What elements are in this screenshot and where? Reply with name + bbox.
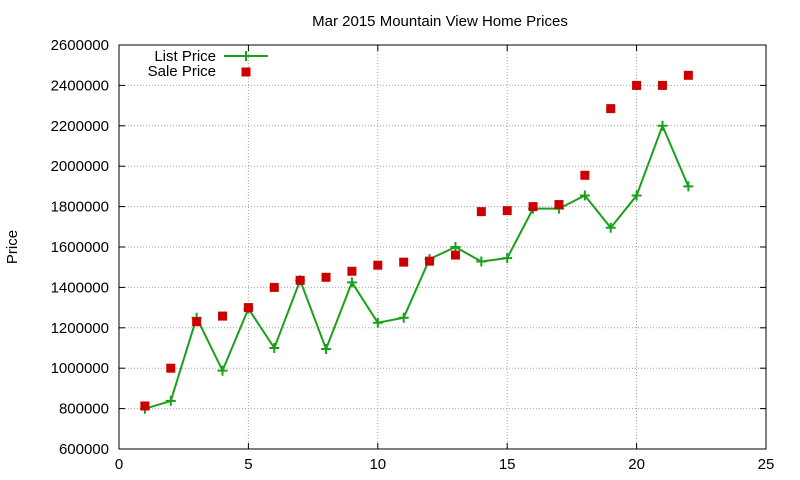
sale-price-point	[218, 311, 228, 321]
list-price-point	[321, 344, 332, 355]
y-tick-label: 1600000	[51, 239, 109, 256]
list-price-point	[269, 343, 280, 353]
sale-price-point	[528, 202, 538, 212]
list-price-point	[165, 395, 176, 406]
y-tick-label: 600000	[59, 441, 109, 458]
sale-price-point	[295, 275, 305, 285]
list-price-point	[683, 181, 694, 192]
y-tick-label: 1400000	[51, 279, 109, 296]
x-tick-label: 10	[369, 456, 386, 473]
sale-price-point	[476, 207, 486, 217]
sale-price-point	[450, 250, 460, 260]
sale-price-point	[399, 257, 409, 267]
chart-title: Mar 2015 Mountain View Home Prices	[312, 13, 568, 30]
list-price-point	[502, 253, 513, 264]
sale-price-point	[269, 282, 279, 292]
sale-price-point	[140, 401, 150, 411]
list-price-point	[579, 190, 590, 201]
plot-frame	[118, 44, 767, 450]
y-axis-label: Price	[4, 230, 21, 264]
legend-label-list-price: List Price	[154, 48, 216, 65]
list-price-line	[144, 123, 690, 410]
list-price-point	[605, 222, 616, 233]
sale-price-point	[373, 260, 383, 270]
sale-price-point	[502, 206, 512, 216]
list-price-point	[398, 312, 409, 323]
data-series	[139, 70, 694, 414]
legend-marker-list-price	[241, 51, 251, 61]
x-tick-label: 20	[628, 456, 645, 473]
y-tick-label: 1800000	[51, 199, 109, 216]
sale-price-point	[347, 266, 357, 276]
list-price-point	[657, 120, 668, 131]
list-price-point	[476, 256, 487, 267]
sale-price-point	[425, 256, 435, 266]
sale-price-point	[243, 303, 253, 313]
sale-price-point	[554, 200, 564, 210]
sale-price-point	[321, 272, 331, 282]
sale-price-point	[166, 363, 176, 373]
y-tick-label: 2600000	[51, 37, 109, 54]
y-tick-label: 800000	[59, 401, 109, 418]
sale-price-point	[632, 80, 642, 90]
sale-price-point	[657, 80, 667, 90]
sale-price-point	[580, 170, 590, 180]
list-price-point	[450, 242, 461, 252]
grid-lines	[119, 45, 766, 449]
list-price-point	[346, 277, 357, 288]
list-price-point	[631, 190, 642, 201]
x-tick-label: 5	[244, 456, 252, 473]
list-price-point	[372, 317, 383, 328]
y-tick-label: 1200000	[51, 320, 109, 337]
x-tick-label: 15	[499, 456, 516, 473]
y-tick-label: 2400000	[51, 77, 109, 94]
legend-marker-sale-price	[241, 67, 251, 77]
y-tick-label: 2200000	[51, 118, 109, 135]
y-tick-label: 2000000	[51, 158, 109, 175]
sale-price-point	[192, 317, 202, 327]
list-price-point	[217, 365, 228, 376]
axis-ticks: 0 5 10 15 20 25 600000 800000 1000000 1200000 1400…	[51, 37, 775, 473]
sale-price-point	[683, 70, 693, 80]
legend-label-sale-price: Sale Price	[148, 63, 216, 80]
sale-price-point	[606, 104, 616, 114]
x-tick-label: 25	[758, 456, 775, 473]
x-tick-label: 0	[115, 456, 123, 473]
y-tick-label: 1000000	[51, 360, 109, 377]
